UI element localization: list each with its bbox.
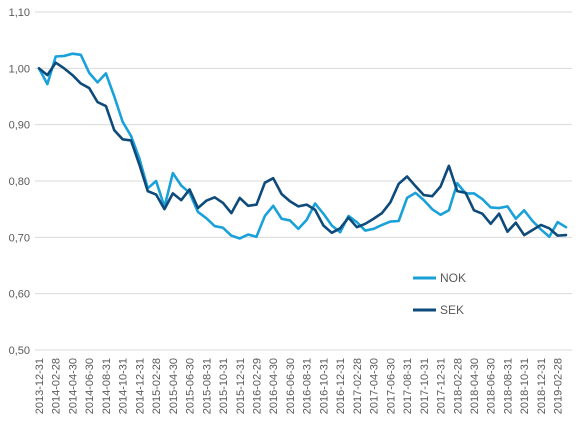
x-tick-label: 2016-12-31	[335, 358, 347, 414]
y-tick-label: 0,50	[9, 345, 30, 357]
legend: NOK SEK	[413, 271, 466, 317]
y-tick-label: 1,00	[9, 63, 30, 75]
x-tick-label: 2018-08-31	[502, 358, 514, 414]
x-tick-label: 2017-06-30	[385, 358, 397, 414]
x-tick-label: 2014-06-30	[84, 358, 96, 414]
x-tick-label: 2013-12-31	[34, 358, 46, 414]
x-tick-label: 2015-12-31	[235, 358, 247, 414]
x-tick-label: 2016-10-31	[318, 358, 330, 414]
x-tick-label: 2015-08-31	[201, 358, 213, 414]
x-tick-label: 2016-02-29	[251, 358, 263, 414]
x-tick-label: 2017-04-30	[369, 358, 381, 414]
x-tick-label: 2016-06-30	[285, 358, 297, 414]
series-lines	[37, 52, 568, 240]
x-tick-label: 2018-06-30	[486, 358, 498, 414]
x-tick-label: 2015-04-30	[168, 358, 180, 414]
y-tick-label: 0,90	[9, 120, 30, 132]
legend-label-nok: NOK	[440, 271, 466, 285]
x-tick-label: 2018-12-31	[536, 358, 548, 414]
x-tick-label: 2017-12-31	[436, 358, 448, 414]
gridlines	[35, 11, 572, 351]
y-tick-label: 0,60	[9, 289, 30, 301]
x-tick-label: 2015-10-31	[218, 358, 230, 414]
x-tick-label: 2018-10-31	[519, 358, 531, 414]
y-tick-label: 0,80	[9, 176, 30, 188]
x-tick-label: 2016-04-30	[268, 358, 280, 414]
x-tick-label: 2017-02-28	[352, 358, 364, 414]
x-tick-label: 2016-08-31	[302, 358, 314, 414]
x-axis-labels: 2013-12-31 2014-02-28 2014-04-30 2014-06-30…	[34, 358, 565, 414]
y-axis-labels: 0,50 0,60 0,70 0,80 0,90 1,00 1,10	[9, 7, 30, 357]
series-line-sek	[37, 61, 568, 237]
x-tick-label: 2018-02-28	[452, 358, 464, 414]
legend-label-sek: SEK	[440, 303, 464, 317]
x-tick-label: 2015-06-30	[185, 358, 197, 414]
x-tick-label: 2014-12-31	[134, 358, 146, 414]
y-tick-label: 0,70	[9, 232, 30, 244]
x-tick-label: 2017-10-31	[419, 358, 431, 414]
x-tick-label: 2017-08-31	[402, 358, 414, 414]
y-tick-label: 1,10	[9, 7, 30, 19]
x-tick-label: 2014-02-28	[51, 358, 63, 414]
x-tick-label: 2015-02-28	[151, 358, 163, 414]
x-tick-label: 2014-10-31	[118, 358, 130, 414]
x-tick-label: 2018-04-30	[469, 358, 481, 414]
x-tick-label: 2014-08-31	[101, 358, 113, 414]
x-tick-label: 2014-04-30	[67, 358, 79, 414]
series-line-nok	[37, 52, 568, 240]
x-tick-label: 2019-02-28	[553, 358, 565, 414]
